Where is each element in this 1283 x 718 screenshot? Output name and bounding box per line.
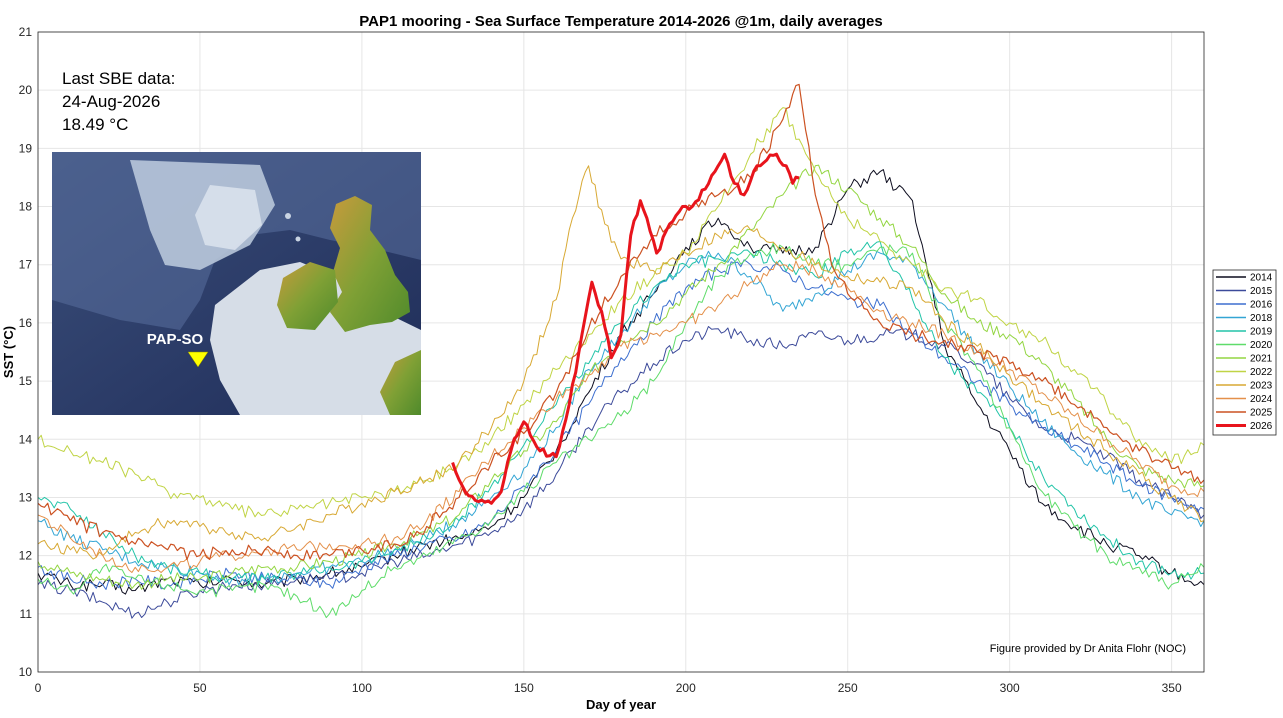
y-tick-label: 20 bbox=[19, 83, 33, 97]
info-line-2: 24-Aug-2026 bbox=[62, 92, 160, 111]
legend: 2014 2015 2016 2018 2019 2020 2021 2022 2023 2024… bbox=[1212, 269, 1277, 436]
y-tick-label: 11 bbox=[20, 607, 33, 621]
map-site-label: PAP-SO bbox=[147, 331, 204, 348]
chart-title: PAP1 mooring - Sea Surface Temperature 2… bbox=[359, 13, 882, 30]
y-tick-label: 19 bbox=[19, 141, 33, 155]
x-tick-label: 150 bbox=[514, 681, 534, 695]
legend-label-2025: 2025 bbox=[1250, 408, 1273, 419]
y-tick-label: 15 bbox=[19, 374, 33, 388]
series-line-2021 bbox=[38, 164, 1204, 590]
x-tick-label: 200 bbox=[676, 681, 696, 695]
series-line-2025 bbox=[38, 83, 1204, 561]
series-line-2026 bbox=[451, 152, 800, 505]
y-axis-label: SST (°C) bbox=[1, 326, 16, 378]
y-tick-labels: 10 11 12 13 14 15 16 17 18 19 20 21 bbox=[19, 25, 33, 679]
y-tick-label: 10 bbox=[19, 665, 33, 679]
series-line-2022 bbox=[38, 107, 1204, 518]
site-marker-icon bbox=[187, 351, 209, 368]
y-tick-label: 12 bbox=[19, 549, 33, 563]
series-line-2024 bbox=[38, 260, 1204, 573]
y-tick-label: 18 bbox=[19, 200, 33, 214]
credit-text: Figure provided by Dr Anita Flohr (NOC) bbox=[990, 643, 1186, 655]
x-tick-labels: 0 50 100 150 200 250 300 350 bbox=[35, 681, 1182, 695]
info-line-3: 18.49 °C bbox=[62, 115, 128, 134]
legend-label-2022: 2022 bbox=[1250, 367, 1273, 378]
y-tick-label: 21 bbox=[19, 25, 33, 39]
axes-box bbox=[37, 31, 1205, 673]
x-tick-label: 250 bbox=[838, 681, 858, 695]
y-tick-label: 14 bbox=[19, 432, 33, 446]
y-tick-label: 16 bbox=[19, 316, 33, 330]
x-tick-label: 350 bbox=[1162, 681, 1182, 695]
legend-label-2020: 2020 bbox=[1250, 340, 1273, 351]
series-line-2023 bbox=[38, 165, 1204, 560]
series-line-2015 bbox=[38, 326, 1204, 619]
legend-label-2014: 2014 bbox=[1250, 273, 1273, 284]
x-tick-label: 300 bbox=[1000, 681, 1020, 695]
legend-label-2016: 2016 bbox=[1250, 300, 1273, 311]
legend-label-2026: 2026 bbox=[1250, 421, 1273, 432]
inset-map: PAP-SO bbox=[52, 152, 421, 415]
y-tick-label: 17 bbox=[19, 258, 33, 272]
legend-label-2023: 2023 bbox=[1250, 381, 1273, 392]
legend-label-2024: 2024 bbox=[1250, 394, 1273, 405]
legend-label-2019: 2019 bbox=[1250, 327, 1273, 338]
y-tick-label: 13 bbox=[19, 490, 33, 504]
x-tick-label: 100 bbox=[352, 681, 372, 695]
legend-label-2015: 2015 bbox=[1250, 286, 1273, 297]
x-tick-label: 0 bbox=[35, 681, 42, 695]
series-lines bbox=[38, 83, 1204, 619]
x-axis-label: Day of year bbox=[586, 697, 656, 712]
series-line-2020 bbox=[38, 242, 1204, 619]
x-tick-label: 50 bbox=[193, 681, 207, 695]
info-line-1: Last SBE data: bbox=[62, 69, 175, 88]
legend-label-2018: 2018 bbox=[1250, 313, 1273, 324]
legend-label-2021: 2021 bbox=[1250, 354, 1273, 365]
